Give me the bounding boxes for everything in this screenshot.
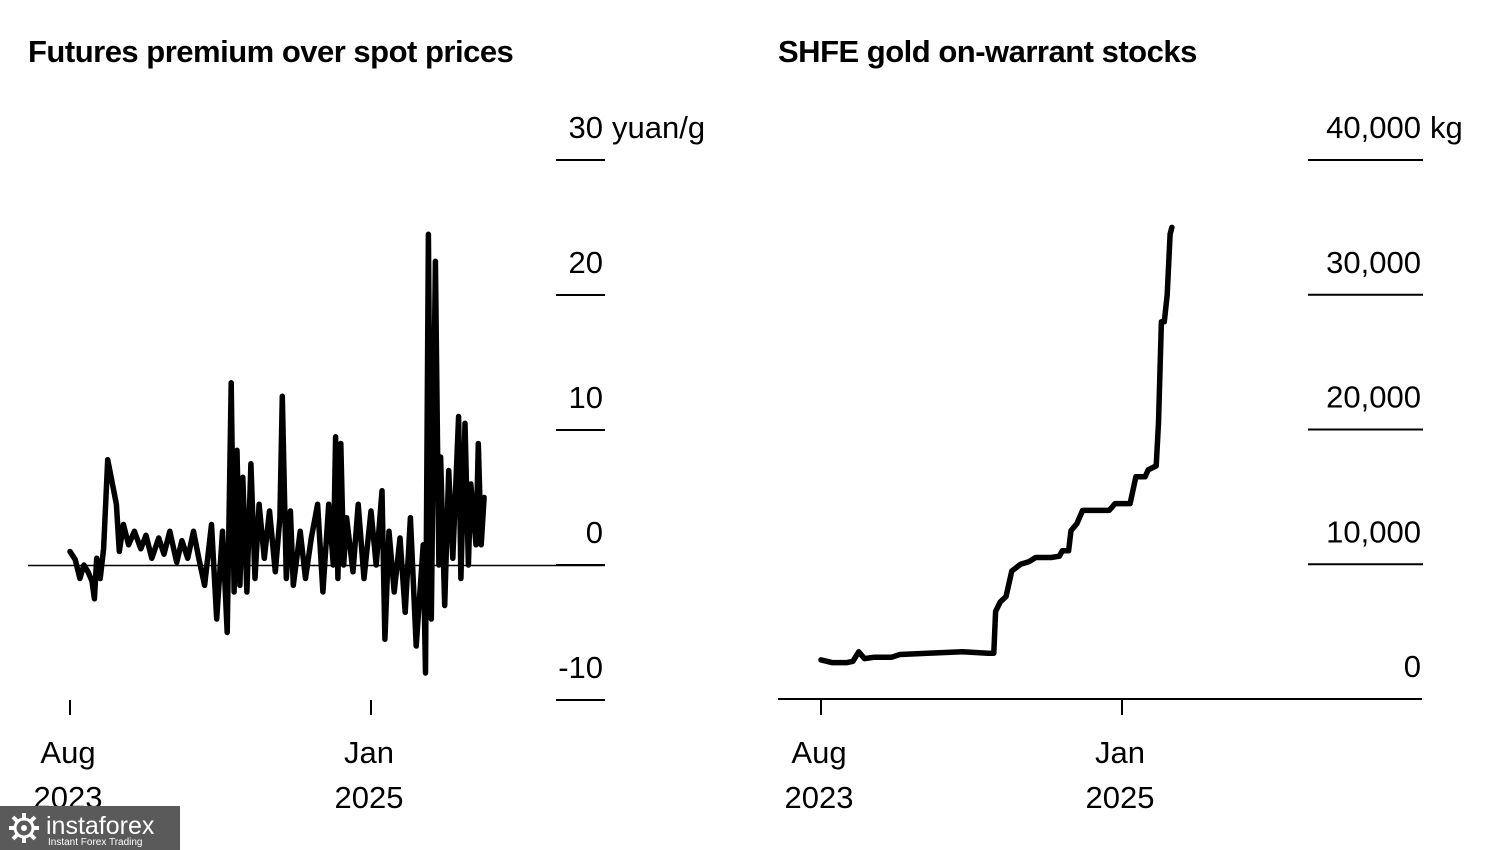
y-axis: 30 yuan/g 20 10 0 -10 — [556, 110, 705, 701]
x-tick-month: Aug — [791, 735, 846, 770]
chart-title: SHFE gold on-warrant stocks — [778, 34, 1197, 69]
y-tick-label: 20,000 — [1326, 380, 1421, 415]
chart-title: Futures premium over spot prices — [28, 34, 513, 69]
y-tick-label: 40,000 — [1326, 110, 1421, 145]
y-tick-label: 30 — [569, 110, 603, 145]
x-tick-month: Jan — [1095, 735, 1145, 770]
instaforex-logo-icon — [9, 813, 39, 843]
y-unit-label: kg — [1430, 110, 1463, 145]
x-tick-year: 2023 — [785, 780, 854, 815]
watermark-brand: instaforex — [46, 812, 155, 840]
x-tick-month: Aug — [40, 735, 95, 770]
series-line — [818, 224, 1175, 666]
x-tick-year: 2025 — [335, 780, 404, 815]
y-tick-label: 0 — [1404, 649, 1421, 684]
x-axis: Aug 2023 Jan 2025 — [785, 699, 1155, 815]
y-axis: 40,000 kg 30,000 20,000 10,000 0 — [1308, 110, 1463, 684]
y-tick-label: 30,000 — [1326, 245, 1421, 280]
y-unit-label: yuan/g — [612, 110, 705, 145]
watermark-background — [0, 806, 180, 850]
y-tick-label: 0 — [586, 515, 603, 550]
y-tick-label: 20 — [569, 245, 603, 280]
watermark-tagline: Instant Forex Trading — [48, 837, 143, 848]
y-tick-label: 10 — [569, 380, 603, 415]
y-tick-label: -10 — [558, 650, 603, 685]
x-tick-month: Jan — [344, 735, 394, 770]
series-line — [67, 231, 487, 676]
x-tick-year: 2025 — [1086, 780, 1155, 815]
watermark: instaforex Instant Forex Trading — [0, 806, 180, 850]
y-tick-label: 10,000 — [1326, 514, 1421, 549]
chart-warrant-stocks: SHFE gold on-warrant stocks 40,000 kg 30,0… — [778, 34, 1463, 815]
chart-futures-premium: Futures premium over spot prices 30 yuan/… — [28, 34, 705, 815]
